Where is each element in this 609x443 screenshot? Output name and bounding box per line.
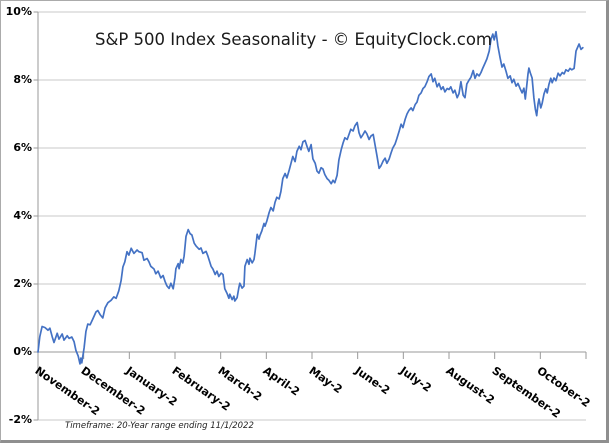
y-axis-label: 10% bbox=[5, 5, 32, 18]
y-axis-label: 2% bbox=[13, 277, 32, 290]
y-axis-label: 8% bbox=[13, 73, 32, 86]
y-axis-label: -2% bbox=[8, 413, 32, 426]
y-axis-label: 6% bbox=[13, 141, 32, 154]
y-axis-label: 0% bbox=[13, 345, 32, 358]
chart-title: S&P 500 Index Seasonality - © EquityCloc… bbox=[94, 30, 492, 49]
series-line bbox=[37, 30, 584, 365]
y-axis-label: 4% bbox=[13, 209, 32, 222]
timeframe-note: Timeframe: 20-Year range ending 11/1/202… bbox=[65, 421, 254, 431]
